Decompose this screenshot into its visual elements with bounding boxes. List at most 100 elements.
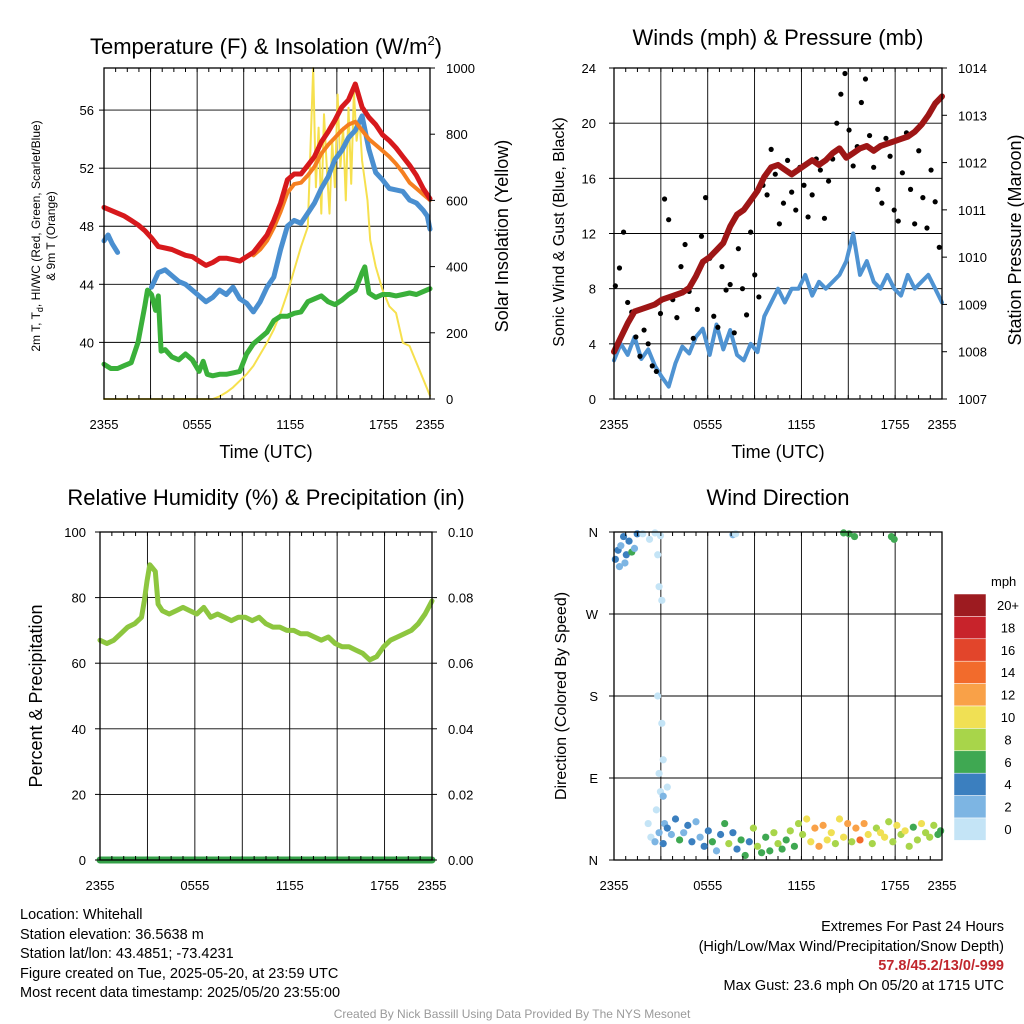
gust-point: [862, 76, 869, 82]
colorbar-swatch: [953, 817, 987, 841]
gust-point: [920, 195, 926, 201]
y2-tick-label: 1012: [958, 156, 987, 171]
x-tick-label: 0555: [693, 878, 722, 893]
y2-tick-label: 0.00: [448, 853, 473, 868]
direction-tick-label: W: [586, 607, 599, 622]
colorbar-swatch: [953, 795, 987, 819]
gust-point: [809, 192, 815, 198]
y2-tick-label: 0.04: [448, 722, 473, 737]
direction-point: [696, 833, 704, 841]
colorbar-label: 14: [1001, 665, 1015, 680]
x-tick-label: 1155: [787, 417, 815, 432]
y2-tick-label: 600: [446, 193, 468, 208]
colorbar-swatch: [953, 660, 987, 684]
direction-point: [692, 818, 700, 826]
direction-point: [680, 829, 688, 837]
gust-point: [907, 186, 914, 192]
direction-point: [850, 532, 859, 541]
colorbar-label: 16: [1001, 643, 1015, 658]
direction-point: [659, 792, 667, 800]
gust-point: [657, 310, 664, 317]
credit-line: Created By Nick Bassill Using Data Provi…: [333, 1007, 691, 1021]
direction-point: [901, 827, 909, 835]
gust-point: [682, 241, 688, 248]
gust-point: [928, 167, 934, 173]
direction-point: [725, 840, 733, 848]
gust-point: [711, 313, 717, 319]
gust-point: [768, 146, 774, 152]
colorbar-label: 6: [1004, 755, 1011, 770]
direction-point: [676, 836, 684, 844]
heat_index-line: [251, 119, 432, 258]
temperature-ticks: 2355 0555 1155 1755 2355 40 44 48 52 56 0 200 400 600…: [80, 61, 475, 432]
direction-point: [654, 551, 662, 559]
x-tick-label: 1155: [787, 878, 815, 893]
direction-point: [860, 819, 868, 828]
y2-tick-label: 800: [446, 127, 468, 142]
y2-tick-label: 400: [446, 260, 468, 275]
direction-point: [819, 821, 827, 829]
x-tick-label: 1755: [881, 417, 910, 432]
direction-point: [881, 833, 889, 841]
direction-point: [790, 842, 799, 850]
direction-point: [663, 783, 671, 791]
gust-point: [723, 287, 729, 293]
gust-point: [645, 341, 651, 347]
gust-point: [793, 207, 799, 213]
x-tick-label: 2355: [600, 417, 629, 432]
y-tick-label: 4: [589, 337, 596, 352]
direction-point: [655, 769, 663, 778]
y2-tick-label: 1011: [958, 203, 986, 218]
y-tick-label: 24: [582, 61, 596, 76]
gust-point: [674, 315, 680, 321]
direction-point: [688, 838, 696, 846]
colorbar-swatch: [953, 750, 987, 774]
extremes-block: Extremes For Past 24 Hours (High/Low/Max…: [699, 918, 1004, 996]
gust-point: [875, 186, 881, 192]
direction-tick-label: S: [589, 689, 598, 704]
humidity-line: [97, 562, 435, 663]
wind-gust-ylabel: Sonic Wind & Gust (Blue, Black): [551, 117, 568, 346]
gust-point: [620, 229, 627, 235]
gust-point: [780, 200, 787, 206]
y-tick-label: 100: [64, 525, 86, 540]
y2-tick-label: 1007: [958, 392, 987, 407]
extremes-heading: Extremes For Past 24 Hours: [821, 919, 1004, 935]
x-tick-label: 2355: [418, 878, 447, 893]
gust-point: [735, 246, 741, 252]
pressure-ylabel: Station Pressure (Maroon): [1005, 134, 1024, 345]
direction-point: [827, 829, 835, 837]
direction-point: [655, 829, 663, 837]
y2-tick-label: 0.06: [448, 656, 473, 671]
colorbar-swatch: [953, 683, 987, 707]
gust-point: [895, 218, 901, 224]
wind-direction-title: Wind Direction: [706, 485, 849, 510]
x-tick-label: 2355: [928, 417, 957, 432]
direction-tick-label: N: [589, 853, 598, 868]
direction-point: [856, 836, 864, 844]
gust-point: [661, 196, 668, 202]
winds-ticks: 2355 0555 1155 1755 2355 0 4 8 12 16 20 24 1007 1008 1…: [582, 61, 987, 432]
gust-point: [678, 264, 684, 270]
direction-point: [840, 833, 848, 841]
colorbar-label: 0: [1004, 822, 1011, 837]
temperature-panel: Temperature (F) & Insolation (W/m2) 2355…: [29, 33, 512, 462]
direction-point: [717, 830, 725, 839]
direction-point: [913, 836, 922, 844]
max-gust: Max Gust: 23.6 mph On 05/20 at 1715 UTC: [723, 977, 1004, 994]
speed-colorbar: mph 20+ 18 16 14 12 10 8 6 4 2 0: [953, 574, 1019, 841]
direction-point: [708, 838, 717, 846]
y-tick-label: 0: [79, 853, 86, 868]
direction-point: [778, 845, 786, 853]
gust-point: [752, 272, 758, 278]
temperature-title: Temperature (F) & Insolation (W/m2): [90, 33, 442, 59]
windchill_9m-line: [101, 113, 433, 315]
direction-point: [848, 838, 856, 846]
colorbar-swatch: [953, 638, 987, 662]
direction-point: [815, 842, 823, 850]
temperature-xlabel: Time (UTC): [219, 442, 312, 462]
colorbar-title: mph: [991, 574, 1016, 589]
direction-point: [786, 827, 794, 835]
winds-series: [611, 70, 945, 389]
colorbar-swatch: [953, 772, 987, 796]
